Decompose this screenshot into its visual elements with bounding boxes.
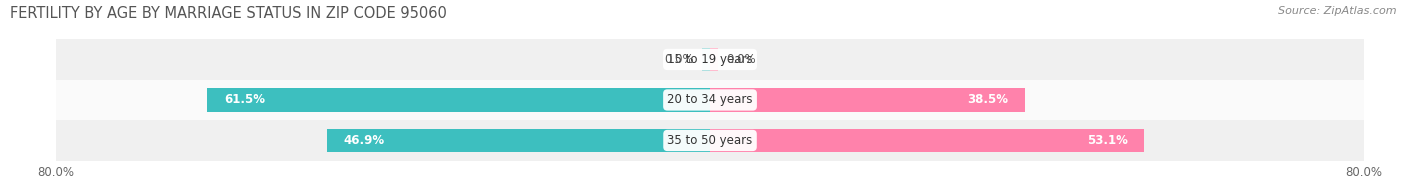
Text: 53.1%: 53.1% xyxy=(1087,134,1128,147)
Bar xyxy=(56,39,1364,80)
Text: FERTILITY BY AGE BY MARRIAGE STATUS IN ZIP CODE 95060: FERTILITY BY AGE BY MARRIAGE STATUS IN Z… xyxy=(10,6,447,21)
Text: 20 to 34 years: 20 to 34 years xyxy=(668,93,752,106)
Text: 15 to 19 years: 15 to 19 years xyxy=(668,53,752,66)
Bar xyxy=(56,120,1364,161)
Text: 35 to 50 years: 35 to 50 years xyxy=(668,134,752,147)
Bar xyxy=(56,80,1364,120)
Bar xyxy=(326,129,710,152)
Bar xyxy=(208,88,710,112)
Bar xyxy=(702,48,710,71)
Text: 38.5%: 38.5% xyxy=(967,93,1008,106)
Bar xyxy=(710,48,718,71)
Text: Source: ZipAtlas.com: Source: ZipAtlas.com xyxy=(1278,6,1396,16)
Text: 46.9%: 46.9% xyxy=(343,134,384,147)
Text: 0.0%: 0.0% xyxy=(664,53,693,66)
Bar xyxy=(710,129,1144,152)
Text: 61.5%: 61.5% xyxy=(224,93,264,106)
Text: 0.0%: 0.0% xyxy=(727,53,756,66)
Bar xyxy=(710,88,1025,112)
